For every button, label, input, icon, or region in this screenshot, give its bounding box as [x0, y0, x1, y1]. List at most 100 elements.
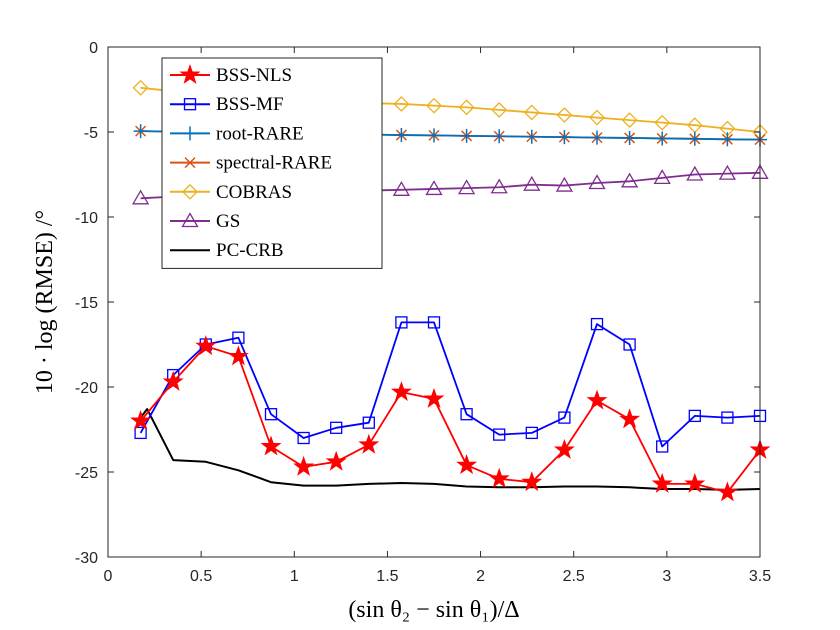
data-point-root-rare: [622, 130, 637, 145]
data-point-bss-nls: [325, 450, 347, 471]
data-point-bss-mf: [623, 338, 636, 351]
data-point-bss-nls: [553, 438, 575, 459]
data-point-bss-nls: [456, 454, 478, 475]
data-point-bss-nls: [358, 433, 380, 454]
data-point-bss-nls: [586, 389, 608, 410]
data-point-root-rare: [394, 128, 409, 143]
data-point-bss-mf: [493, 428, 506, 441]
legend-item-spectral-rare: spectral-RARE: [170, 153, 332, 174]
series-bss-nls: [130, 335, 771, 502]
data-point-bss-mf: [558, 411, 571, 424]
data-point-bss-mf: [395, 316, 408, 329]
legend-marker: [183, 98, 197, 111]
legend-label: GS: [216, 211, 240, 232]
legend-marker: [182, 183, 198, 200]
data-point-bss-nls: [651, 472, 673, 493]
x-tick-label: 0.5: [190, 568, 212, 585]
y-tick-label: -5: [84, 125, 98, 142]
legend-marker: [179, 63, 201, 84]
series-pc-crb: [139, 408, 761, 491]
data-point-cobras: [589, 109, 605, 126]
data-point-root-rare: [133, 124, 148, 139]
legend-label: spectral-RARE: [216, 153, 332, 174]
legend-marker: [184, 157, 196, 169]
data-point-bss-nls: [488, 467, 510, 488]
data-point-cobras: [132, 79, 149, 96]
legend-label: BSS-MF: [216, 94, 284, 115]
legend-label: COBRAS: [216, 182, 292, 203]
series-bss-mf: [134, 316, 767, 453]
x-tick-label: 3: [662, 568, 671, 585]
x-tick-label: 2.5: [563, 568, 585, 585]
data-point-cobras: [458, 99, 475, 116]
x-tick-label: 2: [476, 568, 485, 585]
data-point-bss-nls: [293, 455, 315, 476]
data-point-bss-nls: [684, 472, 706, 493]
data-point-gs: [490, 178, 508, 194]
legend-label: BSS-NLS: [216, 65, 292, 86]
x-axis-label: (sin θ₂ − sin θ₁)/Δ: [348, 597, 519, 623]
data-point-root-rare: [720, 132, 735, 147]
data-point-cobras: [491, 101, 508, 118]
data-point-bss-nls: [423, 387, 445, 408]
x-tick-label: 1: [290, 568, 299, 585]
data-point-bss-mf: [525, 426, 538, 440]
y-tick-label: -15: [75, 295, 98, 312]
legend-marker: [183, 126, 197, 141]
x-tick-label: 1.5: [376, 568, 398, 585]
legend: BSS-NLS BSS-MF root-RARE spectral-RARE COBRA…: [161, 57, 383, 269]
data-point-bss-mf: [590, 317, 604, 331]
data-point-root-rare: [687, 131, 702, 146]
data-point-root-rare: [655, 131, 670, 146]
data-point-cobras: [393, 96, 410, 112]
data-point-cobras: [556, 107, 573, 123]
y-tick-label: 0: [89, 40, 98, 57]
data-point-root-rare: [459, 128, 474, 143]
data-point-bss-nls: [716, 481, 738, 502]
data-point-bss-mf: [134, 426, 147, 440]
legend-label: PC-CRB: [216, 240, 284, 261]
data-point-bss-mf: [362, 416, 375, 429]
data-point-root-rare: [590, 130, 604, 145]
data-point-root-rare: [492, 129, 507, 144]
data-point-cobras: [621, 112, 638, 129]
legend-item-pc-crb: PC-CRB: [170, 240, 284, 261]
legend-item-bss-mf: BSS-MF: [170, 94, 284, 115]
data-point-bss-nls: [521, 471, 543, 492]
legend-item-cobras: COBRAS: [170, 182, 292, 203]
data-point-gs: [620, 172, 639, 188]
data-point-bss-mf: [721, 411, 734, 424]
data-point-gs: [588, 174, 606, 190]
data-point-root-rare: [427, 128, 441, 143]
legend-label: root-RARE: [216, 123, 304, 144]
data-point-gs: [555, 176, 574, 192]
x-tick-label: 0: [104, 568, 113, 585]
data-point-cobras: [523, 104, 540, 121]
data-point-root-rare: [557, 130, 572, 145]
data-point-gs: [425, 180, 443, 196]
data-point-gs: [523, 175, 541, 191]
legend-item-bss-nls: BSS-NLS: [170, 63, 292, 86]
data-point-bss-mf: [460, 408, 473, 421]
y-axis-label: 10 · log (RMSE) /°: [32, 210, 58, 394]
data-point-bss-nls: [390, 381, 412, 402]
data-point-bss-mf: [232, 331, 245, 344]
data-point-bss-nls: [162, 370, 184, 391]
data-point-gs: [686, 165, 704, 181]
series-line-bss-nls: [139, 345, 761, 494]
data-point-gs: [392, 180, 411, 196]
data-point-root-rare: [524, 129, 539, 144]
data-point-gs: [718, 164, 737, 180]
y-tick-label: -20: [75, 380, 98, 397]
data-point-bss-mf: [688, 409, 701, 423]
legend-item-root-rare: root-RARE: [170, 123, 304, 144]
x-tick-label: 3.5: [749, 568, 771, 585]
series-line-pc-crb: [139, 408, 761, 491]
legend-marker: [181, 212, 199, 228]
data-point-gs: [457, 179, 476, 195]
data-point-bss-mf: [427, 316, 441, 329]
y-tick-label: -30: [75, 550, 98, 567]
data-point-bss-nls: [130, 409, 152, 430]
axis-ticks: 0 0.5 1 1.5 2 2.5 3 3.5 -30 -25 -20 -15 -10 -5 0: [75, 40, 771, 585]
